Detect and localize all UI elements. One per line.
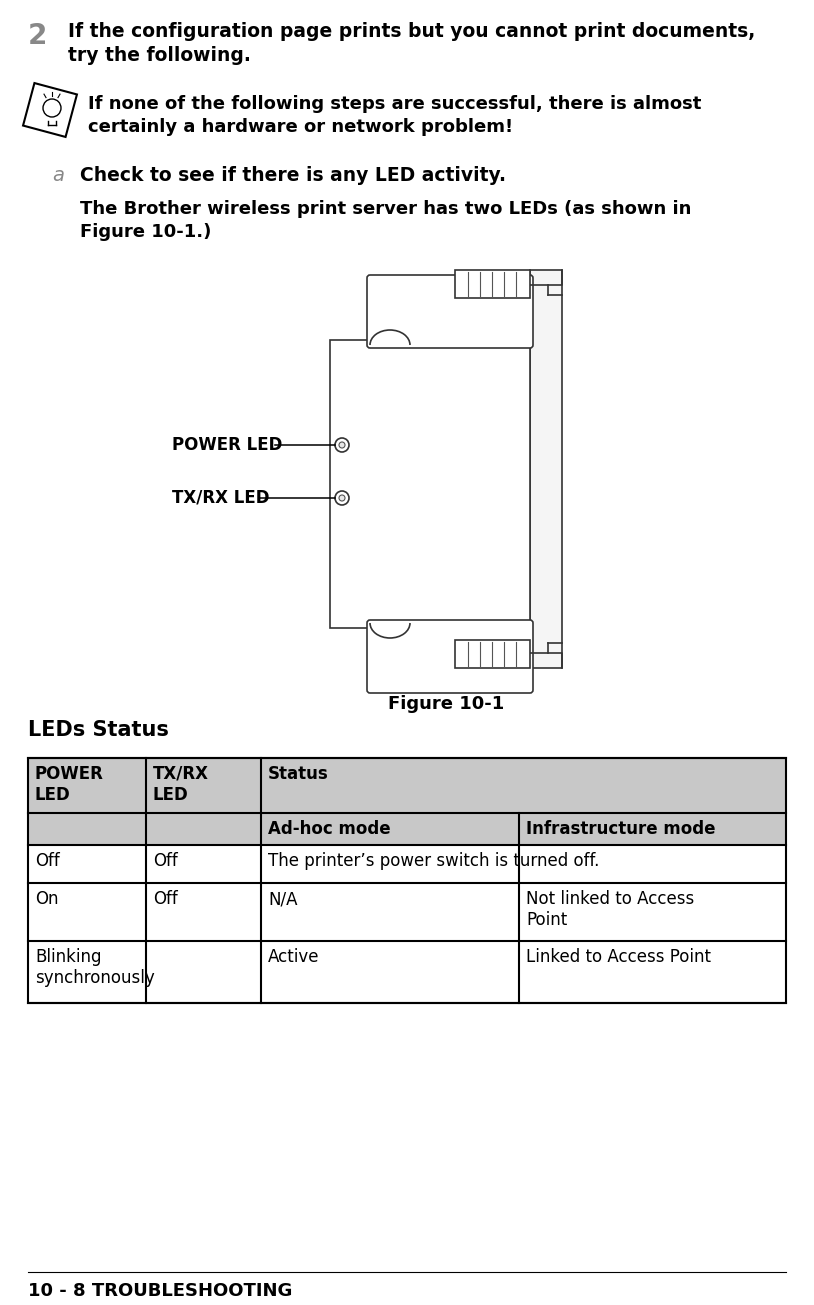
Text: Off: Off [35,852,59,870]
Text: Status: Status [268,765,329,783]
Text: Off: Off [153,890,177,908]
Text: a: a [52,166,64,185]
Text: TX/RX LED: TX/RX LED [172,489,269,508]
Text: Off: Off [153,852,177,870]
Text: Check to see if there is any LED activity.: Check to see if there is any LED activit… [80,166,506,185]
Text: The printer’s power switch is turned off.: The printer’s power switch is turned off… [268,852,599,870]
Text: If none of the following steps are successful, there is almost: If none of the following steps are succe… [88,95,702,114]
Circle shape [335,491,349,505]
Circle shape [335,438,349,452]
Text: Linked to Access Point: Linked to Access Point [526,947,711,966]
Text: LEDs Status: LEDs Status [28,720,168,740]
Text: Blinking
synchronously: Blinking synchronously [35,947,155,987]
Text: If the configuration page prints but you cannot print documents,: If the configuration page prints but you… [68,22,755,40]
Bar [28,813,786,846]
Bar [28,758,786,1004]
Text: POWER LED: POWER LED [172,436,282,454]
Text: try the following.: try the following. [68,46,251,65]
Bar [455,639,530,668]
Text: 10 - 8 TROUBLESHOOTING: 10 - 8 TROUBLESHOOTING [28,1282,292,1300]
Text: certainly a hardware or network problem!: certainly a hardware or network problem! [88,117,513,136]
Bar [530,270,562,668]
FancyBboxPatch shape [367,620,533,693]
Bar [28,758,786,813]
Text: TX/RX
LED: TX/RX LED [153,765,209,804]
Bar [455,270,530,298]
Text: Not linked to Access
Point: Not linked to Access Point [526,890,694,929]
Text: Figure 10-1: Figure 10-1 [388,696,504,713]
Text: Figure 10-1.): Figure 10-1.) [80,223,212,241]
Text: POWER
LED: POWER LED [35,765,104,804]
Text: On: On [35,890,59,908]
Circle shape [339,442,345,448]
Bar [330,341,530,628]
Text: Active: Active [268,947,320,966]
Text: The Brother wireless print server has two LEDs (as shown in: The Brother wireless print server has tw… [80,200,691,218]
Text: Ad-hoc mode: Ad-hoc mode [268,820,391,838]
Text: Infrastructure mode: Infrastructure mode [526,820,716,838]
Text: 2: 2 [28,22,47,50]
Circle shape [339,495,345,501]
FancyBboxPatch shape [367,275,533,348]
Text: N/A: N/A [268,890,297,908]
